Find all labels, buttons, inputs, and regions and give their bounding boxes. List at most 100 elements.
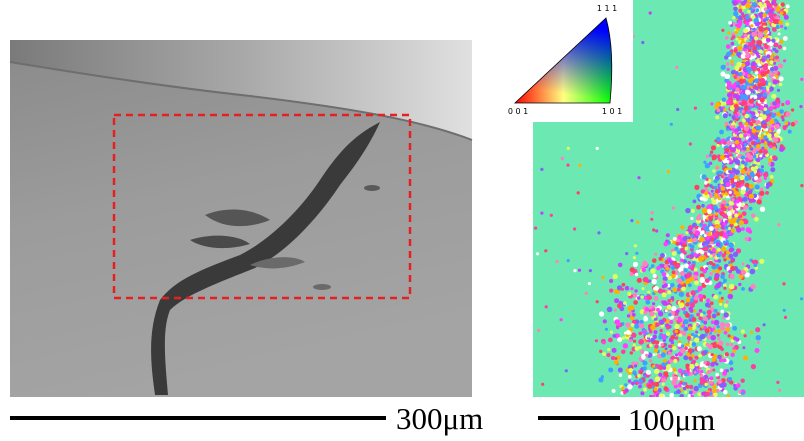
- grain: [685, 364, 689, 368]
- grain: [685, 327, 688, 330]
- grain: [675, 353, 678, 356]
- grain: [670, 349, 673, 352]
- grain: [656, 266, 660, 270]
- grain: [652, 365, 655, 368]
- ipf-label: 1 0 1: [602, 107, 622, 116]
- grain: [737, 145, 742, 150]
- grain: [718, 341, 723, 346]
- grain: [788, 130, 792, 134]
- grain: [744, 334, 747, 337]
- grain: [761, 165, 764, 168]
- grain: [761, 58, 765, 62]
- grain: [661, 352, 666, 357]
- grain: [672, 270, 676, 274]
- grain: [733, 7, 738, 12]
- grain: [737, 76, 740, 79]
- ipf-key: 1 1 1 0 0 1 1 0 1: [505, 0, 633, 122]
- grain: [695, 226, 699, 230]
- grain: [687, 336, 691, 340]
- grain: [771, 127, 775, 131]
- grain: [676, 309, 680, 313]
- grain: [641, 41, 644, 44]
- grain: [701, 230, 704, 233]
- grain: [729, 114, 732, 117]
- grain: [667, 170, 670, 173]
- grain: [650, 325, 655, 330]
- grain: [782, 282, 785, 285]
- grain: [614, 360, 619, 365]
- grain: [688, 244, 691, 247]
- grain: [731, 42, 735, 46]
- grain: [721, 193, 724, 196]
- grain: [728, 270, 732, 274]
- grain: [724, 226, 728, 230]
- grain: [723, 141, 727, 145]
- grain: [712, 314, 717, 319]
- grain: [664, 264, 668, 268]
- grain: [730, 260, 733, 263]
- grain: [578, 164, 581, 167]
- grain: [613, 334, 617, 338]
- grain: [776, 381, 779, 384]
- grain: [737, 46, 742, 51]
- grain: [706, 298, 710, 302]
- grain: [748, 155, 753, 160]
- grain: [726, 62, 730, 66]
- grain: [672, 346, 676, 350]
- grain: [723, 241, 726, 244]
- grain: [745, 22, 749, 26]
- grain: [609, 289, 613, 293]
- grain: [687, 368, 690, 371]
- grain: [716, 137, 721, 142]
- grain: [654, 286, 659, 291]
- grain: [729, 219, 734, 224]
- grain: [655, 322, 660, 327]
- grain: [695, 363, 699, 367]
- grain: [704, 246, 709, 251]
- grain: [656, 308, 660, 312]
- grain: [718, 259, 722, 263]
- grain: [732, 349, 736, 353]
- grain: [686, 353, 690, 357]
- grain: [715, 373, 719, 377]
- grain: [670, 283, 675, 288]
- grain: [745, 54, 750, 59]
- grain: [732, 16, 735, 19]
- grain: [709, 184, 712, 187]
- grain: [573, 227, 576, 230]
- grain: [666, 233, 670, 237]
- grain: [635, 346, 640, 351]
- grain: [731, 37, 734, 40]
- grain: [638, 379, 643, 384]
- grain: [717, 109, 721, 113]
- grain: [781, 2, 785, 6]
- grain: [675, 66, 678, 69]
- grain: [735, 169, 740, 174]
- grain: [654, 344, 658, 348]
- grain: [769, 72, 774, 77]
- grain: [779, 147, 784, 152]
- scale-label: 300μm: [396, 401, 483, 436]
- grain: [760, 207, 765, 212]
- grain: [645, 307, 649, 311]
- grain: [741, 12, 744, 15]
- grain: [661, 378, 666, 383]
- grain: [685, 208, 690, 213]
- grain: [649, 330, 653, 334]
- grain: [614, 309, 617, 312]
- grain: [729, 205, 733, 209]
- grain: [652, 258, 657, 263]
- grain: [710, 255, 713, 258]
- grain: [722, 98, 726, 102]
- grain: [741, 101, 745, 105]
- grain: [659, 393, 664, 398]
- grain: [685, 313, 690, 318]
- grain: [749, 184, 754, 189]
- grain: [643, 277, 649, 283]
- grain: [748, 79, 753, 84]
- grain: [749, 190, 752, 193]
- grain: [751, 2, 757, 8]
- grain: [702, 243, 705, 246]
- grain: [605, 328, 608, 331]
- grain: [776, 26, 779, 29]
